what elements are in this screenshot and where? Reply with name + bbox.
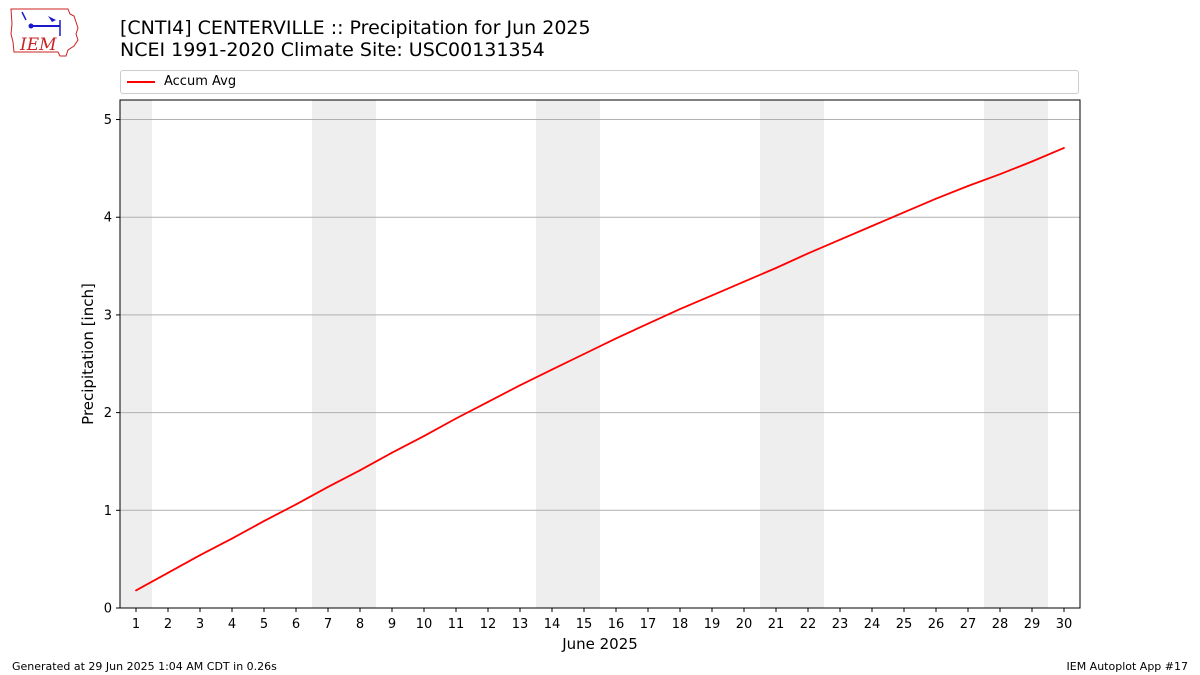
x-tick-label: 15 [576,617,593,632]
data-point [807,252,809,255]
data-point [391,451,393,454]
weekend-band [536,100,600,608]
x-tick-label: 17 [640,617,657,632]
y-tick-label: 4 [104,211,112,226]
data-point [519,384,521,387]
data-point [711,294,713,297]
x-tick-label: 13 [512,617,529,632]
legend-label: Accum Avg [164,74,237,89]
data-point [487,400,489,403]
x-tick-label: 12 [480,617,497,632]
weekend-band [984,100,1048,608]
x-tick-label: 21 [768,617,785,632]
data-point [167,571,169,574]
data-point [423,435,425,437]
x-tick-label: 28 [992,617,1009,632]
x-tick-label: 27 [960,617,977,632]
y-tick-label: 1 [104,504,112,519]
x-tick-label: 6 [292,617,300,632]
y-tick-label: 5 [104,113,112,128]
weekend-band [760,100,824,608]
y-tick-label: 0 [104,602,112,617]
x-tick-label: 2 [164,617,172,632]
x-tick-label: 1 [132,617,140,632]
x-axis-label: June 2025 [561,635,638,653]
data-point [295,503,297,506]
data-point [615,337,617,340]
x-tick-label: 14 [544,617,561,632]
data-point [743,280,745,283]
data-point [679,308,681,310]
legend-swatch [127,81,155,83]
data-point [583,353,585,355]
data-point [999,173,1001,176]
data-point [1031,160,1033,163]
x-tick-label: 5 [260,617,268,632]
data-point [647,322,649,325]
data-point [1063,146,1065,149]
iem-logo: IEM [10,8,79,57]
y-tick-label: 2 [104,406,112,421]
data-point [135,589,137,592]
data-point [871,225,873,227]
x-tick-label: 11 [448,617,465,632]
x-tick-label: 29 [1024,617,1041,632]
data-point [263,520,265,522]
app-label: IEM Autoplot App #17 [1066,660,1189,673]
data-point [775,267,777,269]
series-line-accum-avg [135,147,1065,592]
x-tick-label: 25 [896,617,913,632]
y-axis-label: Precipitation [inch] [79,283,97,425]
x-tick-label: 9 [388,617,396,632]
iowa-outline-icon [10,8,79,57]
x-tick-label: 8 [356,617,364,632]
x-tick-label: 3 [196,617,204,632]
chart-title: [CNTI4] CENTERVILLE :: Precipitation for… [120,17,591,39]
data-point [327,485,329,488]
x-tick-label: 26 [928,617,945,632]
chart-legend: Accum Avg [120,70,1079,94]
data-point [839,238,841,241]
x-tick-label: 22 [800,617,817,632]
x-tick-label: 20 [736,617,753,632]
data-point [359,469,361,472]
y-tick-label: 3 [104,308,112,323]
x-tick-label: 4 [228,617,236,632]
data-point [935,197,937,200]
data-point [455,417,457,420]
x-tick-label: 16 [608,617,625,632]
x-tick-label: 19 [704,617,721,632]
x-tick-label: 23 [832,617,849,632]
data-point [551,368,553,371]
data-point [231,537,233,540]
data-point [903,211,905,214]
chart-subtitle: NCEI 1991-2020 Climate Site: USC00131354 [120,39,545,61]
weekend-band [120,100,152,608]
x-tick-label: 18 [672,617,689,632]
x-tick-label: 30 [1056,617,1073,632]
generated-timestamp: Generated at 29 Jun 2025 1:04 AM CDT in … [12,660,277,673]
data-point [967,185,969,187]
x-tick-label: 7 [324,617,332,632]
plot-frame [119,99,1081,609]
x-tick-label: 24 [864,617,881,632]
weekend-band [312,100,376,608]
logo-text: IEM [19,35,57,55]
data-point [199,554,201,557]
x-tick-label: 10 [416,617,433,632]
